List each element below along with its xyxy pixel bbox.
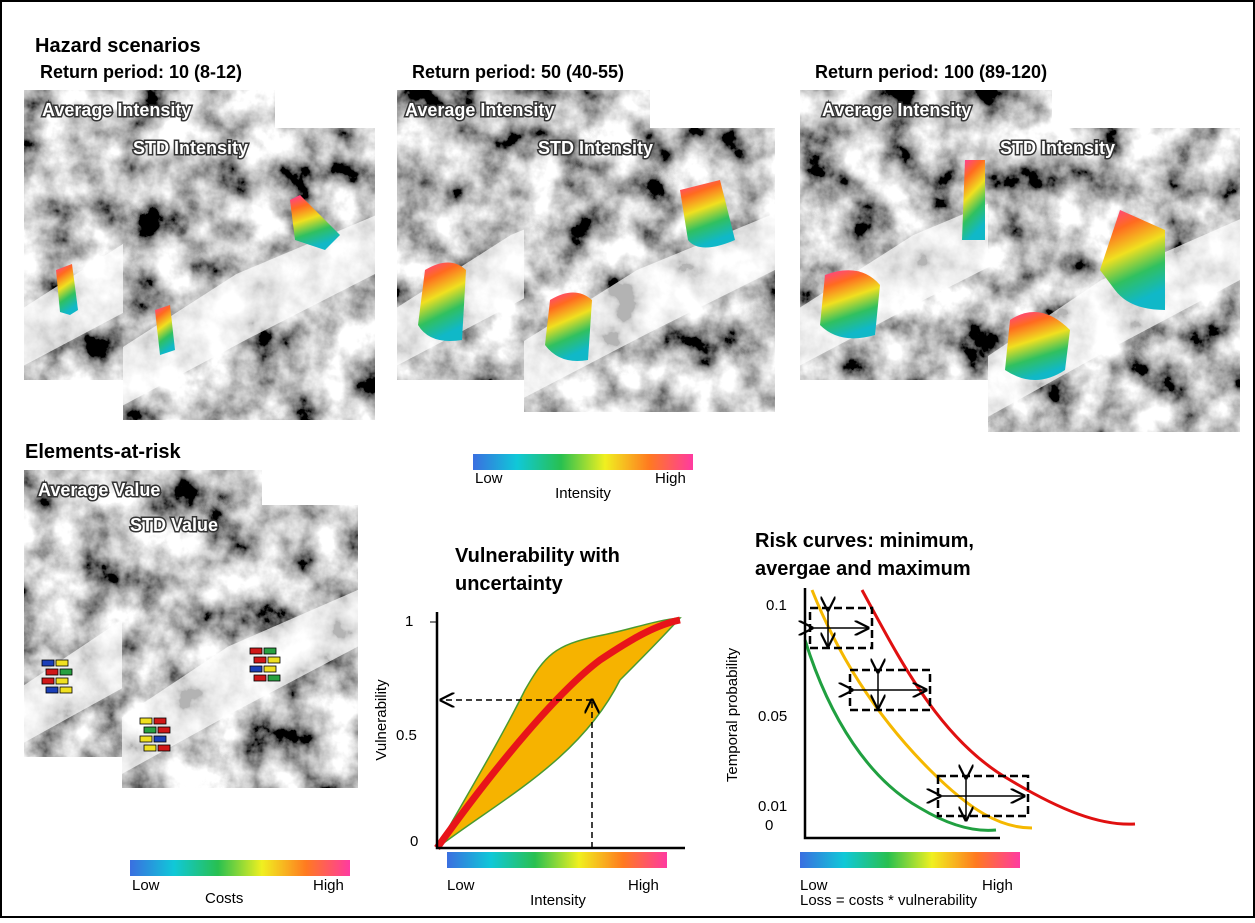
valley (122, 589, 358, 774)
axes (435, 612, 685, 850)
legend-low: Low (132, 877, 160, 894)
element-at-risk (153, 717, 167, 725)
map-label: Average Intensity (405, 100, 554, 120)
y-tick-label: 0.01 (758, 798, 787, 815)
element-at-risk (157, 744, 171, 752)
panel-title: Vulnerability with (455, 545, 620, 567)
axes (803, 588, 1000, 840)
valley (123, 215, 375, 406)
intensity-colorbar (447, 852, 667, 868)
element-at-risk (139, 735, 153, 743)
hazard-zone (545, 292, 592, 361)
range-arrows (812, 610, 1024, 820)
hazard-zone (418, 262, 466, 341)
legend-high: High (313, 877, 344, 894)
x-low: Low (447, 877, 475, 894)
element-at-risk (249, 665, 263, 673)
map-label: STD Intensity (1000, 138, 1115, 158)
map-label: Average Value (38, 480, 160, 500)
legend-label: Intensity (555, 485, 611, 502)
hazard-zone (155, 305, 175, 355)
element-at-risk (253, 656, 267, 664)
y-tick-label: 0.05 (758, 708, 787, 725)
legend-label: Costs (205, 890, 243, 907)
element-at-risk (263, 665, 277, 673)
element-at-risk (41, 677, 55, 685)
element-at-risk (59, 686, 73, 694)
vulnerability-curve (434, 616, 681, 851)
x-axis-label: Intensity (530, 892, 586, 909)
element-at-risk (249, 647, 263, 655)
x-axis-label: Loss = costs * vulnerability (800, 892, 978, 909)
y-tick-label: 1 (405, 613, 413, 630)
element-at-risk (143, 726, 157, 734)
return-period: Return period: 10 (8-12) (40, 62, 242, 82)
element-at-risk (253, 674, 267, 682)
section-title: Hazard scenarios (35, 35, 201, 57)
x-low: Low (800, 877, 828, 894)
hazard-zone (680, 180, 735, 248)
map-label: Average Intensity (822, 100, 971, 120)
map-label: STD Value (130, 515, 218, 535)
map-label: Average Intensity (42, 100, 191, 120)
panel-title: Risk curves: minimum, (755, 530, 974, 552)
element-at-risk (59, 668, 73, 676)
hazard-zone (1100, 210, 1165, 310)
element-at-risk (41, 659, 55, 667)
element-at-risk (263, 647, 277, 655)
minimum-curve (803, 639, 997, 832)
legend-low: Low (475, 470, 503, 487)
panel-title: uncertainty (455, 573, 564, 595)
y-tick-label: 0.5 (396, 727, 417, 744)
intensity-colorbar (473, 454, 693, 470)
range-boxes (808, 606, 1030, 818)
hazard-zone (56, 264, 78, 315)
y-tick-label: 0.1 (766, 597, 787, 614)
element-at-risk (267, 656, 281, 664)
element-at-risk (139, 717, 153, 725)
element-at-risk (157, 726, 171, 734)
map-label: STD Intensity (538, 138, 653, 158)
element-at-risk (153, 735, 167, 743)
loss-colorbar (800, 852, 1020, 868)
section-title: Elements-at-risk (25, 441, 181, 463)
return-period: Return period: 100 (89-120) (815, 62, 1047, 82)
element-at-risk (45, 668, 59, 676)
hazard-zone (290, 195, 340, 250)
y-tick-label: 0 (765, 817, 773, 834)
element-at-risk (143, 744, 157, 752)
panel-title: avergae and maximum (755, 558, 971, 580)
x-high: High (628, 877, 659, 894)
element-at-risk (55, 677, 69, 685)
y-tick-label: 0 (410, 833, 418, 850)
y-axis-label: Vulnerability (373, 679, 390, 761)
legend-high: High (655, 470, 686, 487)
costs-colorbar (130, 860, 350, 876)
maximum-curve (860, 589, 1136, 826)
element-at-risk (55, 659, 69, 667)
element-at-risk (267, 674, 281, 682)
x-high: High (982, 877, 1013, 894)
y-axis-label: Temporal probability (724, 647, 741, 782)
average-curve (810, 589, 1033, 830)
hazard-zone (962, 160, 985, 240)
return-period: Return period: 50 (40-55) (412, 62, 624, 82)
hazard-zone (820, 270, 880, 339)
hazard-zone (1005, 312, 1070, 380)
element-at-risk (45, 686, 59, 694)
uncertainty-band (436, 617, 682, 849)
map-label: STD Intensity (133, 138, 248, 158)
